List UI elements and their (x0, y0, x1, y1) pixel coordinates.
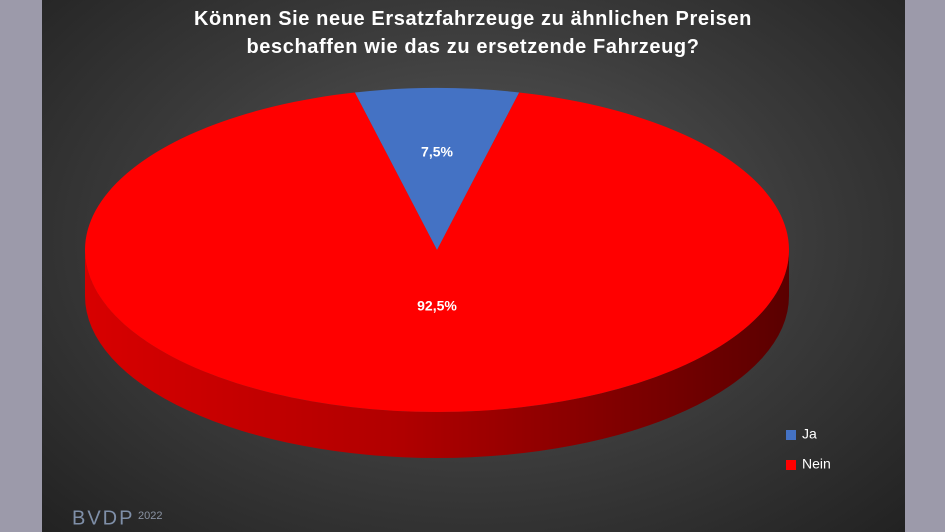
data-label: 7,5% (421, 144, 453, 160)
legend-label: Ja (802, 426, 817, 442)
pie-side (85, 250, 789, 458)
legend-swatch (786, 460, 796, 470)
data-label: 92,5% (417, 298, 457, 314)
pie-slice (354, 87, 520, 250)
pie-slice (85, 92, 789, 412)
chart-title: Können Sie neue Ersatzfahrzeuge zu ähnli… (194, 8, 752, 58)
logo-year: 2022 (138, 510, 162, 522)
logo: BVDP (72, 507, 134, 529)
pie (85, 87, 789, 458)
legend-swatch (786, 430, 796, 440)
legend-label: Nein (802, 456, 831, 472)
